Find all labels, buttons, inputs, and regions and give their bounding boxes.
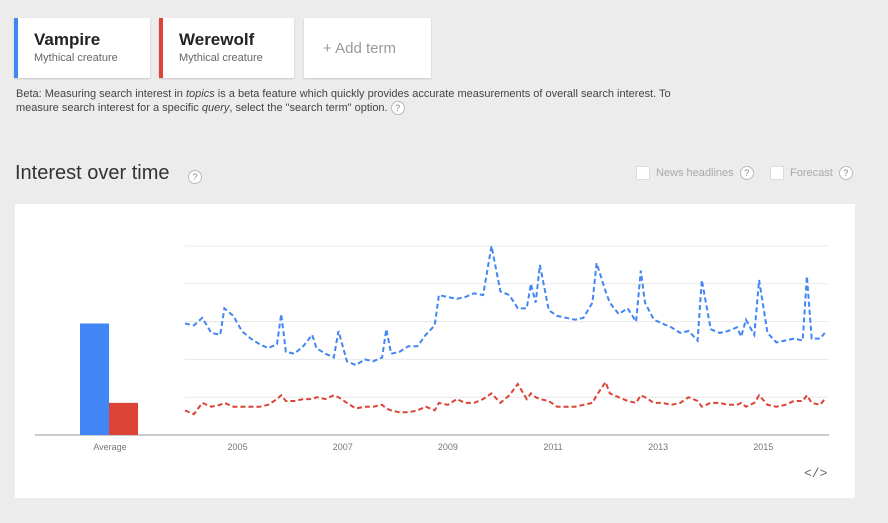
term-name: Werewolf — [179, 30, 255, 49]
forecast-label: Forecast — [790, 166, 833, 179]
average-bar-werewolf — [109, 402, 138, 435]
x-tick-label: 2011 — [543, 442, 562, 452]
beta-query: query — [201, 101, 230, 114]
x-tick-label: 2007 — [333, 442, 353, 452]
embed-code-icon[interactable]: </> — [804, 466, 828, 481]
term-type: Mythical creature — [34, 52, 118, 64]
x-tick-label: 2005 — [228, 442, 248, 452]
x-tick-label: 2009 — [438, 442, 458, 452]
average-label: Average — [93, 442, 126, 452]
beta-text: , select the "search term" option. — [229, 101, 388, 114]
series-line-werewolf — [184, 379, 826, 416]
help-icon[interactable]: ? — [390, 101, 405, 115]
interest-chart: Average 2005 2007 2009 2011 2013 2015 — [35, 245, 829, 452]
x-tick-label: 2015 — [753, 442, 773, 452]
term-color-bar — [159, 18, 163, 78]
x-tick-label: 2013 — [648, 442, 668, 452]
average-bar-vampire — [80, 323, 109, 435]
help-icon[interactable]: ? — [188, 170, 202, 184]
beta-text: is a beta feature which quickly provides… — [16, 88, 671, 114]
section-title: Interest over time — [15, 162, 170, 184]
term-card-werewolf[interactable]: Werewolf Mythical creature — [159, 18, 294, 78]
beta-topics: topics — [185, 88, 215, 100]
term-type: Mythical creature — [179, 52, 263, 64]
checkbox-icon[interactable] — [770, 166, 784, 180]
beta-text: Beta: Measuring search interest in — [16, 88, 186, 100]
beta-notice: Beta: Measuring search interest in topic… — [16, 88, 696, 115]
add-term-button[interactable]: + Add term — [304, 18, 431, 78]
add-term-label: + Add term — [323, 40, 396, 57]
news-headlines-option[interactable]: News headlines ? — [636, 166, 754, 180]
forecast-option[interactable]: Forecast ? — [770, 166, 853, 180]
help-icon[interactable]: ? — [838, 166, 853, 180]
chart-panel: Average 2005 2007 2009 2011 2013 2015 — [15, 204, 855, 498]
news-headlines-label: News headlines — [656, 166, 734, 179]
checkbox-icon[interactable] — [636, 166, 650, 180]
term-card-vampire[interactable]: Vampire Mythical creature — [14, 18, 150, 78]
help-icon[interactable]: ? — [739, 166, 754, 180]
term-name: Vampire — [34, 30, 101, 49]
series-line-vampire — [184, 245, 826, 367]
term-color-bar — [14, 18, 18, 78]
